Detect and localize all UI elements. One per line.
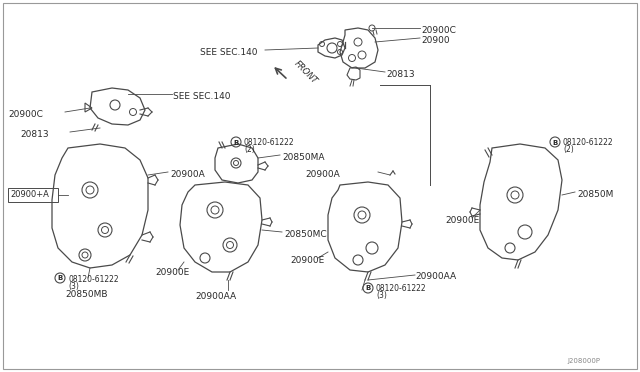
Text: 20850MA: 20850MA [282, 153, 324, 162]
Text: 08120-61222: 08120-61222 [244, 138, 294, 147]
Text: FRONT: FRONT [292, 59, 319, 85]
Text: 20900A: 20900A [170, 170, 205, 179]
Text: SEE SEC.140: SEE SEC.140 [200, 48, 257, 57]
Text: 20900E: 20900E [445, 216, 479, 225]
Text: 20850MC: 20850MC [284, 230, 326, 239]
Text: 20850M: 20850M [577, 190, 613, 199]
Text: 20900E: 20900E [290, 256, 324, 265]
Text: 20850MB: 20850MB [65, 290, 108, 299]
Text: 20813: 20813 [386, 70, 415, 79]
Text: B: B [365, 285, 371, 292]
Text: B: B [552, 140, 557, 145]
Text: 20900+A: 20900+A [10, 190, 49, 199]
Bar [8, 188, 58, 202]
Text: 20900C: 20900C [8, 110, 43, 119]
Text: J208000P: J208000P [567, 358, 600, 364]
Text: 08120-61222: 08120-61222 [68, 275, 118, 284]
Text: (3): (3) [376, 291, 387, 300]
Text: SEE SEC.140: SEE SEC.140 [173, 92, 230, 101]
Text: 20813: 20813 [20, 130, 49, 139]
Text: 20900E: 20900E [155, 268, 189, 277]
Text: 20900C: 20900C [421, 26, 456, 35]
Text: B: B [58, 276, 63, 282]
Text: 20900A: 20900A [305, 170, 340, 179]
Text: 20900AA: 20900AA [195, 292, 236, 301]
Text: (2): (2) [563, 145, 573, 154]
Text: (3): (3) [68, 282, 79, 291]
Text: (2): (2) [244, 145, 255, 154]
Text: 20900AA: 20900AA [415, 272, 456, 281]
Text: 08120-61222: 08120-61222 [376, 284, 427, 293]
Text: 08120-61222: 08120-61222 [563, 138, 614, 147]
Text: 20900: 20900 [421, 36, 450, 45]
Text: B: B [234, 140, 239, 145]
